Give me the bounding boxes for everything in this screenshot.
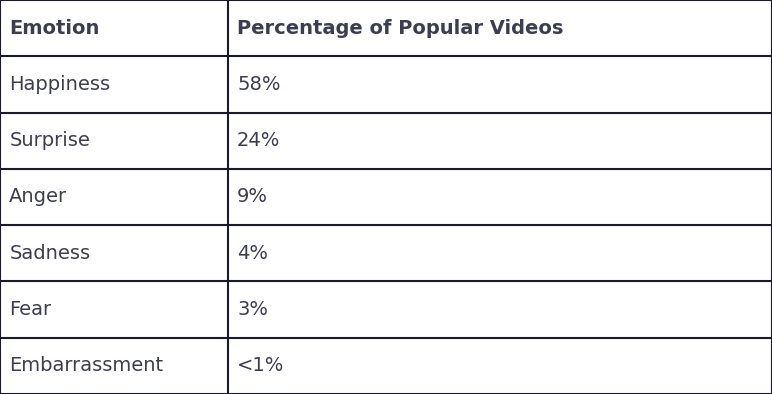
Text: 58%: 58%	[237, 75, 280, 94]
Text: Surprise: Surprise	[9, 131, 90, 150]
Text: Sadness: Sadness	[9, 244, 90, 263]
Text: 4%: 4%	[237, 244, 268, 263]
Text: <1%: <1%	[237, 356, 284, 375]
Text: 3%: 3%	[237, 300, 268, 319]
Text: Fear: Fear	[9, 300, 52, 319]
Text: Happiness: Happiness	[9, 75, 110, 94]
Text: Embarrassment: Embarrassment	[9, 356, 164, 375]
Text: 24%: 24%	[237, 131, 280, 150]
Text: Percentage of Popular Videos: Percentage of Popular Videos	[237, 19, 564, 38]
Text: 9%: 9%	[237, 188, 268, 206]
Text: Anger: Anger	[9, 188, 67, 206]
Text: Emotion: Emotion	[9, 19, 100, 38]
